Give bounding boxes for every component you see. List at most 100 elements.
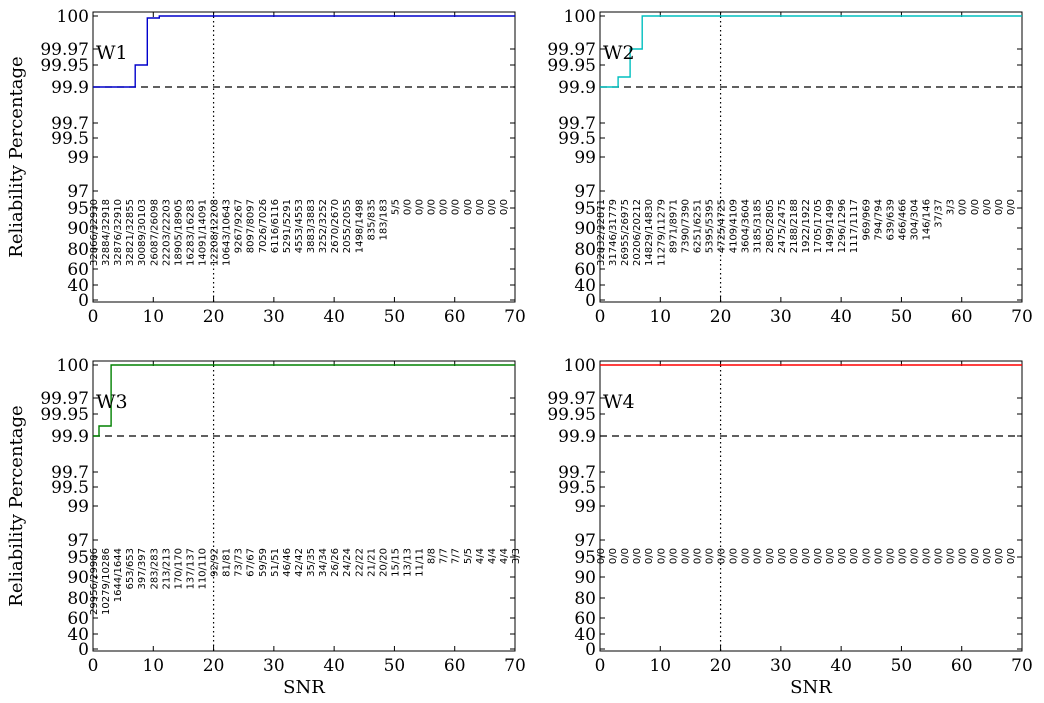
count-label: 0/0 [982, 548, 993, 564]
count-label: 0/0 [451, 199, 462, 215]
y-tick-label: 99.95 [40, 405, 89, 425]
series-line [93, 364, 515, 437]
x-tick-label: 50 [891, 307, 913, 327]
count-label: 466/466 [897, 199, 908, 241]
x-tick-label: 40 [323, 307, 345, 327]
x-axis-title: SNR [283, 677, 325, 698]
y-tick-label: 40 [67, 625, 89, 645]
y-tick-label: 95 [574, 199, 596, 219]
y-tick-label: 99.7 [51, 114, 89, 134]
count-label: 8097/8097 [246, 199, 257, 253]
count-label: 26087/26098 [149, 199, 160, 266]
x-tick-label: 20 [710, 307, 732, 327]
x-tick-label: 40 [830, 307, 852, 327]
x-tick-label: 60 [444, 307, 466, 327]
x-tick-label: 0 [88, 656, 99, 676]
count-label: 16283/16283 [185, 199, 196, 266]
count-label: 283/283 [149, 548, 160, 590]
count-label: 0/0 [958, 199, 969, 215]
count-label: 0/0 [415, 199, 426, 215]
x-tick-label: 70 [504, 307, 526, 327]
y-tick-label: 95 [67, 548, 89, 568]
count-label: 26955/26975 [620, 199, 631, 266]
y-tick-label: 99.97 [547, 40, 596, 60]
y-axis-title: Reliability Percentage [6, 405, 27, 606]
y-tick-label: 99.5 [51, 129, 89, 149]
x-tick-label: 70 [1011, 656, 1033, 676]
y-tick-label: 99.9 [51, 427, 89, 447]
y-tick-label: 99.5 [51, 478, 89, 498]
count-label: 2188/2188 [789, 199, 800, 253]
count-label: 0/0 [729, 548, 740, 564]
count-label: 0/0 [777, 548, 788, 564]
count-label: 0/0 [753, 548, 764, 564]
count-label: 20/20 [378, 548, 389, 577]
y-tick-label: 99.7 [558, 463, 596, 483]
x-tick-label: 50 [384, 656, 406, 676]
count-label: 2805/2805 [765, 199, 776, 253]
y-tick-label: 97 [574, 182, 596, 202]
count-label: 0/0 [994, 199, 1005, 215]
y-tick-label: 100 [564, 7, 596, 27]
y-tick-label: 99.97 [547, 389, 596, 409]
y-tick-label: 99.95 [547, 405, 596, 425]
y-tick-label: 97 [574, 531, 596, 551]
y-tick-label: 60 [67, 260, 89, 280]
x-axis-title: SNR [790, 677, 832, 698]
count-label: 835/835 [366, 199, 377, 241]
count-label: 0/0 [849, 548, 860, 564]
y-tick-label: 80 [67, 589, 89, 609]
y-tick-label: 99 [574, 497, 596, 517]
y-tick-label: 60 [574, 609, 596, 629]
y-tick-label: 0 [585, 640, 596, 660]
count-label: 22203/22203 [161, 199, 172, 266]
count-label: 0/0 [680, 548, 691, 564]
y-axis-title: Reliability Percentage [6, 56, 27, 257]
x-tick-label: 60 [444, 656, 466, 676]
x-tick-label: 40 [830, 656, 852, 676]
count-label: 0/0 [946, 548, 957, 564]
count-label: 32884/32918 [101, 199, 112, 266]
count-label: 1705/1705 [813, 199, 824, 253]
x-tick-label: 10 [142, 307, 164, 327]
count-label: 4725/4725 [717, 199, 728, 253]
count-label: 0/0 [1006, 548, 1017, 564]
count-label: 0/0 [801, 548, 812, 564]
count-label: 59/59 [258, 548, 269, 577]
count-label: 0/0 [789, 548, 800, 564]
count-label: 0/0 [487, 199, 498, 215]
count-label: 46/46 [282, 548, 293, 577]
count-label: 0/0 [958, 548, 969, 564]
count-label: 1498/1498 [354, 199, 365, 253]
count-label: 0/0 [632, 548, 643, 564]
count-label: 3883/3883 [306, 199, 317, 253]
x-tick-label: 0 [88, 307, 99, 327]
y-tick-label: 90 [574, 219, 596, 239]
count-label: 304/304 [909, 199, 920, 241]
count-label: 7390/7390 [680, 199, 691, 253]
panel-label: W1 [96, 42, 128, 64]
count-label: 0/0 [717, 548, 728, 564]
count-label: 794/794 [873, 199, 884, 241]
y-tick-label: 60 [67, 609, 89, 629]
x-tick-label: 0 [595, 656, 606, 676]
y-tick-label: 99 [67, 497, 89, 517]
x-tick-label: 10 [649, 656, 671, 676]
count-label: 0/0 [705, 548, 716, 564]
count-label: 969/969 [861, 199, 872, 241]
y-tick-label: 80 [574, 240, 596, 260]
count-label: 18905/18905 [173, 199, 184, 266]
count-label: 32821/32855 [125, 199, 136, 266]
count-label: 0/0 [813, 548, 824, 564]
count-label: 7/7 [439, 548, 450, 564]
count-label: 4/4 [499, 548, 510, 564]
count-label: 1644/1644 [113, 548, 124, 602]
count-label: 653/653 [125, 548, 136, 590]
count-label: 3/3 [946, 199, 957, 215]
count-label: 7026/7026 [258, 199, 269, 253]
count-label: 0/0 [825, 548, 836, 564]
count-label: 24/24 [342, 548, 353, 577]
x-tick-label: 70 [504, 656, 526, 676]
count-label: 0/0 [427, 199, 438, 215]
count-label: 1499/1499 [825, 199, 836, 253]
